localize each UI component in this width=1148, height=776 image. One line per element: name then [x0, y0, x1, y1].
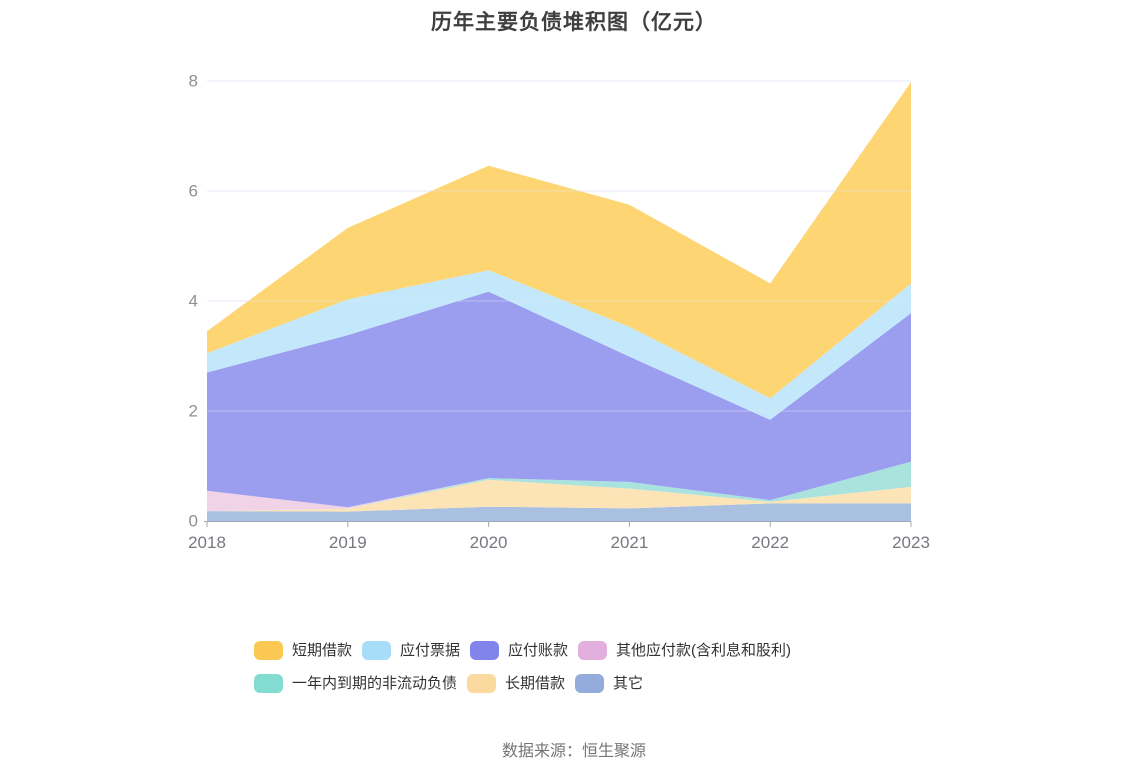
- legend-label: 应付票据: [400, 642, 461, 659]
- legend-swatch-icon: [470, 641, 500, 660]
- y-axis-label-6: 6: [189, 182, 198, 201]
- data-source-label: 数据来源：恒生聚源: [501, 743, 646, 760]
- y-axis-label-4: 4: [189, 292, 198, 311]
- area-短期借款[interactable]: [207, 82, 911, 399]
- chart-title: 历年主要负债堆积图（亿元）: [431, 11, 717, 34]
- stacked-area-chart[interactable]: 0 2 4 6 8 2018 2019 2020 2021 2022 2023: [0, 0, 1148, 575]
- legend-item-一年内到期的非流动负债[interactable]: 一年内到期的非流动负债: [254, 674, 457, 693]
- legend-label: 其他应付款(含利息和股利): [616, 642, 792, 659]
- x-axis-label-2021: 2021: [610, 533, 648, 552]
- area-其它[interactable]: [207, 503, 911, 521]
- x-axis-label-2020: 2020: [470, 533, 508, 552]
- x-axis-label-2022: 2022: [751, 533, 789, 552]
- legend-item-应付票据[interactable]: 应付票据: [362, 641, 460, 660]
- legend-item-长期借款[interactable]: 长期借款: [467, 674, 565, 693]
- chart-legend: 短期借款 应付票据 应付账款 其他应付款(含利息和股利) 一年内到期的非流动负债 长期借款…: [254, 641, 894, 693]
- legend-label: 一年内到期的非流动负债: [292, 675, 458, 692]
- legend-swatch-icon: [578, 641, 608, 660]
- legend-swatch-icon: [575, 674, 605, 693]
- area-长期借款[interactable]: [207, 479, 911, 512]
- legend-label: 短期借款: [292, 642, 353, 659]
- legend-swatch-icon: [254, 641, 283, 660]
- y-axis-label-2: 2: [189, 402, 198, 421]
- area-应付票据[interactable]: [207, 270, 911, 420]
- x-axis-label-2019: 2019: [329, 533, 367, 552]
- x-axis-label-2018: 2018: [188, 533, 226, 552]
- legend-label: 长期借款: [505, 675, 566, 692]
- x-axis-label-2023: 2023: [892, 533, 930, 552]
- legend-item-其他应付款(含利息和股利)[interactable]: 其他应付款(含利息和股利): [578, 641, 791, 660]
- y-axis-label-8: 8: [189, 72, 198, 91]
- legend-item-短期借款[interactable]: 短期借款: [254, 641, 352, 660]
- legend-swatch-icon: [362, 641, 392, 660]
- legend-swatch-icon: [467, 674, 497, 693]
- area-应付账款[interactable]: [207, 291, 911, 508]
- legend-label: 其它: [613, 675, 644, 692]
- legend-item-应付账款[interactable]: 应付账款: [470, 641, 568, 660]
- legend-swatch-icon: [254, 674, 283, 693]
- legend-item-其它[interactable]: 其它: [575, 674, 643, 693]
- y-axis-label-0: 0: [189, 512, 198, 531]
- legend-label: 应付账款: [508, 642, 569, 659]
- area-其他应付款(含利息和股利)[interactable]: [207, 461, 911, 512]
